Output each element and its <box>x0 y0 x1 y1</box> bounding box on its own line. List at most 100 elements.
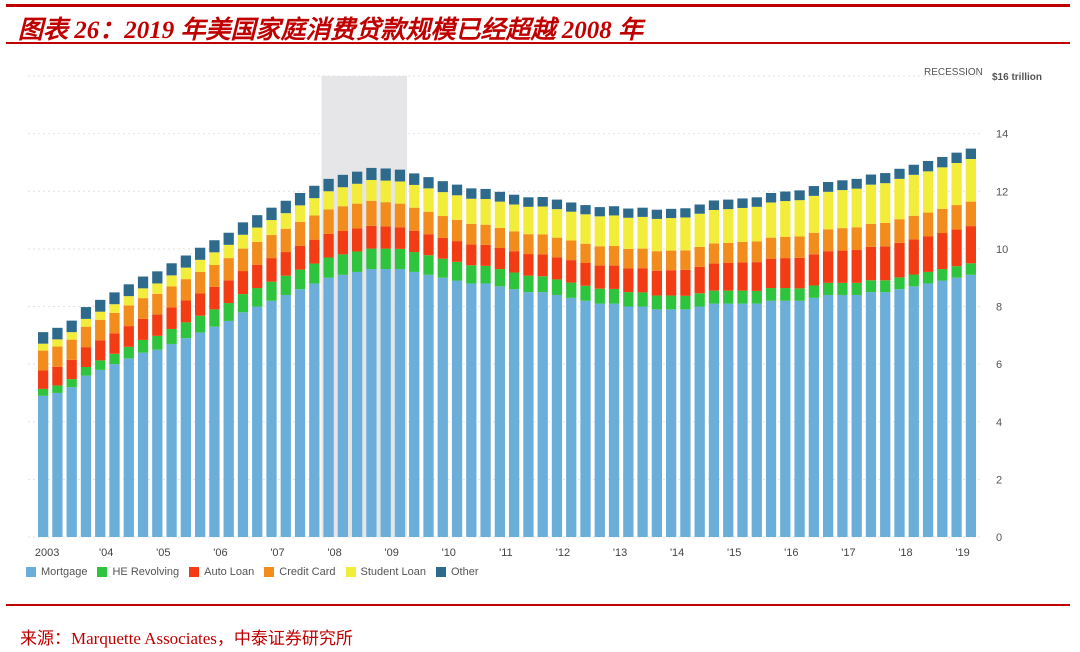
legend-item: Auto Loan <box>189 566 254 578</box>
bar-segment <box>352 251 363 272</box>
bar-segment <box>266 207 277 221</box>
bar-segment <box>865 174 877 185</box>
y-unit-label: $16 trillion <box>992 72 1042 83</box>
bar-segment <box>423 211 434 235</box>
bar-segment <box>80 326 92 348</box>
bar-segment <box>152 271 163 284</box>
bar-segment <box>352 183 363 204</box>
bar-segment <box>394 181 406 204</box>
bar-segment <box>38 395 49 537</box>
bar-segment <box>509 272 520 290</box>
bar-segment <box>509 289 520 537</box>
bar-segment <box>537 197 548 207</box>
bar-segment <box>409 207 420 231</box>
bar-segment <box>880 292 891 537</box>
bar-segment <box>109 304 120 313</box>
bar-segment <box>466 283 477 537</box>
bar-segment <box>965 263 977 275</box>
bar-segment <box>680 208 691 218</box>
bar-segment <box>808 297 820 537</box>
bar-segment <box>252 227 263 242</box>
bar-segment <box>908 164 919 175</box>
bar-segment <box>152 293 163 315</box>
bar-segment <box>309 198 320 216</box>
bar-segment <box>666 218 677 251</box>
bar-segment <box>894 277 905 290</box>
x-tick-label: '10 <box>442 547 456 559</box>
bar-segment <box>409 173 420 185</box>
bar-segment <box>323 209 334 234</box>
bar-segment <box>66 387 77 537</box>
bar-segment <box>823 251 834 283</box>
bar-segment <box>95 360 106 370</box>
bar-segment <box>765 288 777 301</box>
legend-swatch <box>189 567 200 577</box>
bar-segment <box>166 275 177 287</box>
bar-segment <box>323 277 334 537</box>
x-tick-label: '08 <box>327 547 341 559</box>
legend-item: HE Revolving <box>97 566 179 578</box>
bar-segment <box>394 227 406 249</box>
bar-segment <box>466 223 477 245</box>
bar-segment <box>180 300 192 323</box>
x-tick-label: '14 <box>670 547 684 559</box>
bar-segment <box>109 292 120 305</box>
bar-segment <box>651 218 663 252</box>
bar-segment <box>237 294 249 313</box>
bar-segment <box>708 243 720 264</box>
bar-segment <box>137 298 149 319</box>
bar-segment <box>537 234 548 255</box>
bar-segment <box>651 251 663 271</box>
bar-segment <box>509 204 520 232</box>
bar-segment <box>865 292 877 537</box>
bar-segment <box>851 250 862 283</box>
bar-segment <box>794 257 805 289</box>
bar-segment <box>865 184 877 224</box>
bar-segment <box>723 290 734 304</box>
bar-segment <box>922 160 934 172</box>
y-tick-label: 2 <box>996 474 1002 486</box>
bar-segment <box>237 248 249 272</box>
bar-segment <box>637 292 648 307</box>
bar-segment <box>608 288 620 304</box>
y-tick-label: 6 <box>996 359 1002 371</box>
bar-segment <box>608 215 620 246</box>
bar-segment <box>494 286 506 537</box>
title-bottom-rule <box>6 42 1070 44</box>
bar-segment <box>352 271 363 537</box>
bar-segment <box>623 208 634 218</box>
bar-segment <box>723 242 734 263</box>
bar-segment <box>451 241 463 262</box>
bar-segment <box>180 279 192 301</box>
bar-segment <box>551 237 563 258</box>
bar-segment <box>166 263 177 276</box>
bar-segment <box>737 207 748 242</box>
bar-segment <box>451 261 463 281</box>
y-tick-label: 12 <box>996 186 1008 198</box>
bar-segment <box>594 288 605 304</box>
bar-segment <box>52 327 63 340</box>
bar-segment <box>109 353 120 365</box>
bar-segment <box>780 300 791 537</box>
bar-segment <box>680 295 691 310</box>
bar-segment <box>780 258 791 289</box>
bar-segment <box>380 269 391 537</box>
bar-segment <box>523 254 534 276</box>
bar-segment <box>708 209 720 244</box>
bar-segment <box>337 274 349 537</box>
bar-segment <box>737 198 748 208</box>
bar-segment <box>780 191 791 202</box>
bar-segment <box>537 276 548 293</box>
bar-segment <box>195 271 206 294</box>
bar-segment <box>451 184 463 196</box>
bar-segment <box>808 232 820 255</box>
bar-segment <box>922 283 934 537</box>
bar-segment <box>294 192 306 206</box>
bar-segment <box>751 206 762 242</box>
bar-segment <box>937 208 948 234</box>
bar-segment <box>651 309 663 537</box>
bar-segment <box>466 188 477 199</box>
bar-segment <box>694 293 705 307</box>
bar-segment <box>280 252 291 276</box>
bar-segment <box>551 257 563 280</box>
